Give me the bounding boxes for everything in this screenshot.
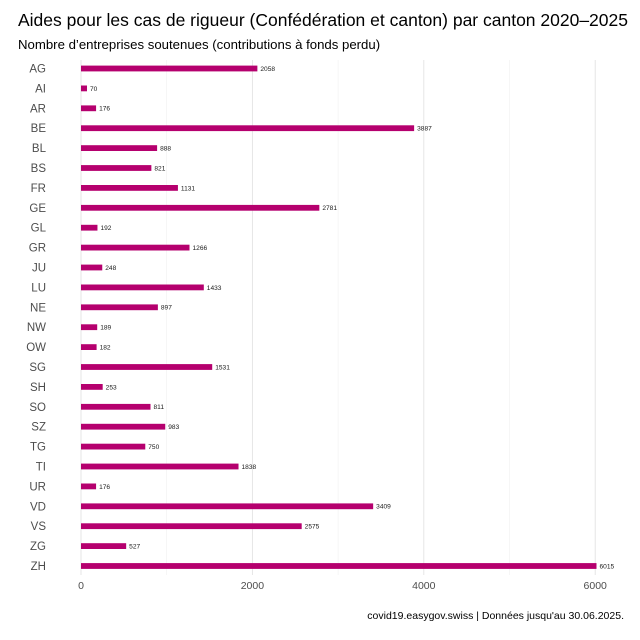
x-tick-label: 2000	[241, 580, 265, 592]
value-label: 2058	[260, 66, 275, 73]
bar-ar	[81, 105, 97, 112]
category-label: BE	[31, 123, 47, 135]
category-label: VD	[30, 501, 46, 513]
bar-zg	[81, 543, 127, 549]
category-label: SZ	[31, 422, 46, 434]
value-label: 3887	[417, 126, 432, 133]
value-label: 750	[148, 444, 159, 451]
category-label: AR	[30, 103, 46, 115]
chart-caption: covid19.easygov.swiss | Données jusqu'au…	[367, 610, 624, 622]
bar-ow	[81, 344, 97, 350]
category-label: SH	[30, 382, 46, 394]
bar-zh	[81, 563, 597, 569]
bar-so	[81, 403, 151, 410]
value-label: 1531	[215, 364, 230, 371]
value-label: 888	[160, 146, 171, 153]
bar-be	[81, 125, 415, 132]
category-label: NE	[30, 302, 46, 314]
bar-ag	[81, 65, 258, 72]
category-label: ZG	[30, 541, 46, 553]
bar-ai	[81, 85, 87, 92]
bar-gl	[81, 224, 98, 231]
category-label: AG	[29, 64, 46, 76]
bar-ur	[81, 483, 97, 490]
bar-lu	[81, 284, 204, 291]
x-tick-label: 0	[78, 580, 84, 592]
category-label: NW	[27, 322, 46, 334]
bar-ge	[81, 204, 320, 211]
category-label: GL	[31, 223, 47, 235]
value-label: 821	[154, 165, 165, 172]
bar-bl	[81, 145, 158, 151]
value-label: 1131	[181, 185, 196, 192]
value-label: 182	[100, 345, 111, 352]
bar-nw	[81, 324, 98, 331]
bar-gr	[81, 244, 190, 251]
category-label: SO	[29, 402, 46, 414]
category-label: VS	[31, 521, 47, 533]
category-label: BL	[32, 143, 47, 155]
value-label: 189	[100, 325, 111, 332]
value-label: 897	[161, 305, 172, 312]
value-label: 176	[99, 484, 110, 491]
value-label: 983	[168, 424, 179, 431]
category-label: GR	[29, 243, 46, 255]
bar-bs	[81, 165, 152, 171]
bar-sz	[81, 423, 166, 430]
category-label: UR	[29, 481, 46, 493]
category-label: AI	[35, 83, 46, 95]
category-label: BS	[31, 163, 47, 175]
value-label: 248	[105, 265, 116, 272]
category-label: LU	[31, 282, 46, 294]
bar-tg	[81, 443, 146, 450]
category-label: TI	[36, 462, 46, 474]
category-label: GE	[29, 203, 46, 215]
bar-sh	[81, 384, 103, 390]
value-label: 2575	[305, 524, 320, 531]
chart-title: Aides pour les cas de rigueur (Confédéra…	[18, 10, 628, 30]
bar-ne	[81, 304, 158, 311]
bar-fr	[81, 185, 178, 191]
category-label: TG	[30, 442, 46, 454]
category-label: FR	[31, 183, 46, 195]
value-label: 1433	[207, 285, 222, 292]
category-label: JU	[32, 263, 46, 275]
bar-sg	[81, 364, 213, 370]
value-label: 70	[90, 86, 98, 93]
value-label: 527	[129, 544, 140, 551]
category-label: SG	[29, 362, 46, 374]
category-label: ZH	[31, 561, 46, 573]
bar-vs	[81, 523, 302, 530]
value-label: 1838	[242, 464, 257, 471]
category-label: OW	[26, 342, 46, 354]
value-label: 1266	[192, 245, 207, 252]
x-tick-label: 6000	[584, 580, 608, 592]
value-label: 253	[106, 384, 117, 391]
chart-subtitle: Nombre d’entreprises soutenues (contribu…	[18, 37, 381, 52]
value-label: 6015	[600, 563, 615, 570]
value-label: 811	[154, 404, 165, 411]
value-label: 3409	[376, 504, 391, 511]
value-label: 176	[99, 106, 110, 113]
bar-vd	[81, 503, 374, 510]
x-tick-label: 4000	[412, 580, 436, 592]
bar-ti	[81, 463, 239, 470]
value-label: 2781	[322, 205, 337, 212]
value-label: 192	[100, 225, 111, 232]
bar-ju	[81, 264, 103, 271]
